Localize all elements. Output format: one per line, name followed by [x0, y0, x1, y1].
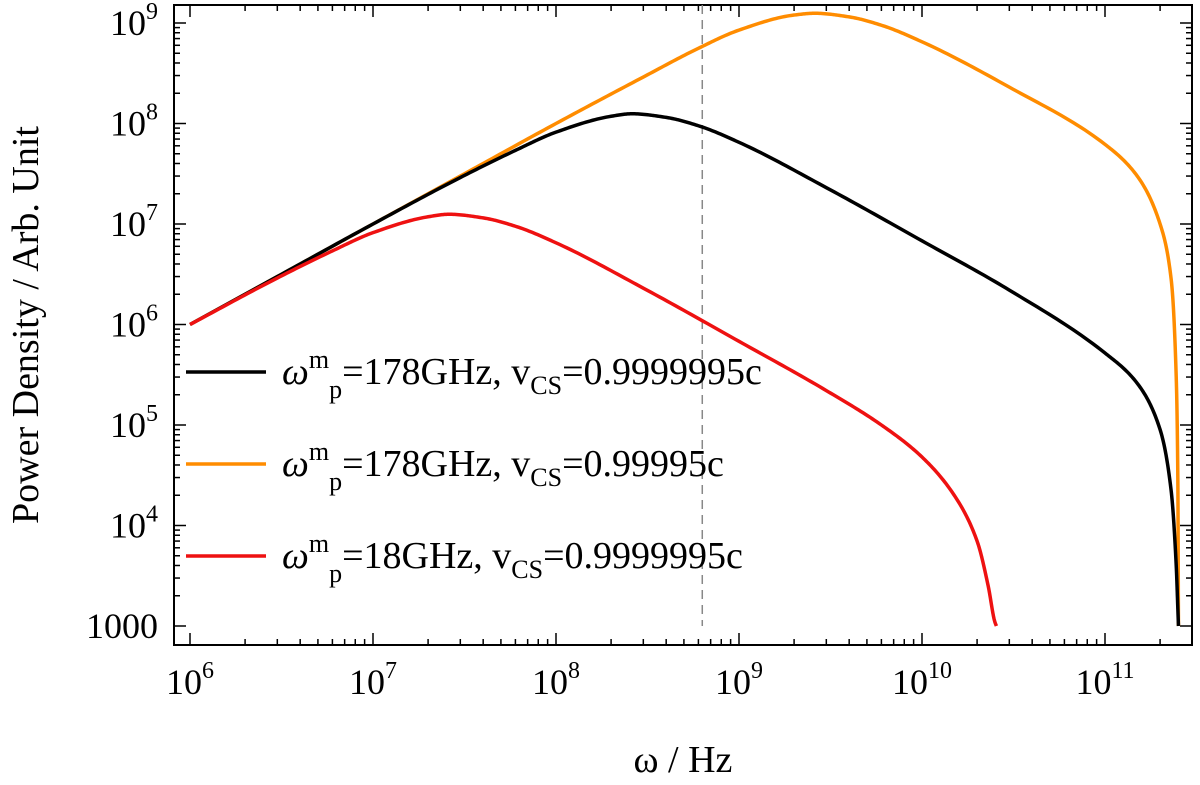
y-axis-title: Power Density / Arb. Unit — [5, 126, 47, 524]
x-tick-label: 1010 — [892, 658, 952, 702]
legend-entry: ωmp=18GHz, vCS=0.9999995c — [282, 529, 743, 588]
legend: ωmp=178GHz, vCS=0.9999995c ωmp=178GHz, vC… — [186, 345, 762, 588]
y-tick-label: 1000 — [86, 606, 158, 646]
x-tick-label: 106 — [166, 658, 214, 702]
legend-entry: ωmp=178GHz, vCS=0.9999995c — [282, 345, 762, 404]
x-axis-title: ω / Hz — [634, 739, 733, 781]
y-tick-label: 106 — [110, 301, 158, 345]
x-tick-label: 1011 — [1075, 658, 1134, 702]
x-tick-label: 108 — [532, 658, 580, 702]
series-line-1 — [189, 112, 1181, 628]
series-line-2 — [189, 11, 1181, 627]
series-line-3 — [189, 212, 999, 628]
y-tick-label: 105 — [110, 401, 158, 445]
y-tick-label: 107 — [110, 200, 158, 244]
x-tick-label: 109 — [715, 658, 763, 702]
x-tick-label: 107 — [349, 658, 397, 702]
series-layer — [189, 11, 1181, 628]
tick-layer: 106 107 108 109 1010 1011 1000 104 105 106 107 108 1… — [86, 0, 1192, 702]
legend-entry: ωmp=178GHz, vCS=0.99995c — [282, 437, 724, 496]
y-tick-label: 104 — [110, 502, 158, 546]
y-tick-label: 108 — [110, 100, 158, 144]
y-tick-label: 109 — [110, 0, 158, 43]
